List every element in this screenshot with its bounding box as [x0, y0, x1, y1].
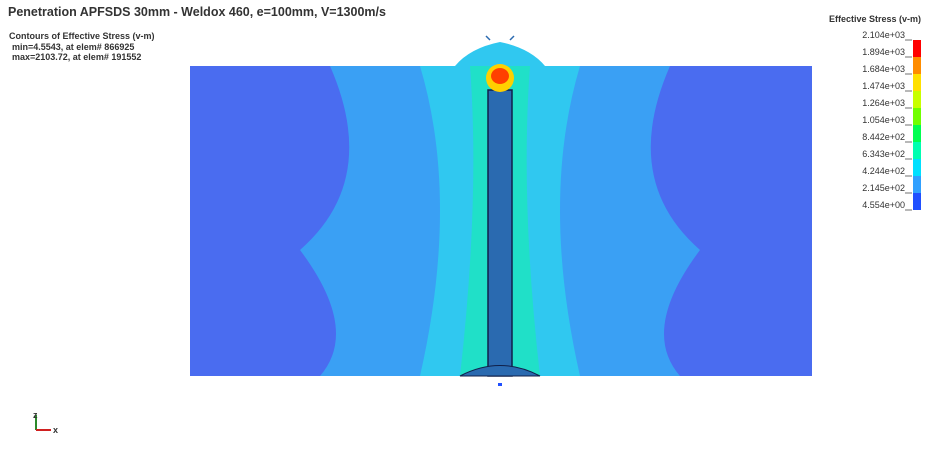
- legend: Effective Stress (v-m) 2.104e+03 1.894e+0…: [829, 14, 921, 211]
- legend-label: 1.264e+03: [862, 98, 905, 108]
- legend-swatch: [913, 159, 921, 176]
- legend-label: 2.145e+02: [862, 183, 905, 193]
- contour-min: min=4.5543, at elem# 866925: [12, 42, 134, 52]
- title: Penetration APFSDS 30mm - Weldox 460, e=…: [8, 5, 386, 19]
- legend-swatch: [913, 142, 921, 159]
- penetrator: [487, 89, 513, 377]
- legend-label: 1.684e+03: [862, 64, 905, 74]
- legend-label: 4.244e+02: [862, 166, 905, 176]
- legend-title: Effective Stress (v-m): [829, 14, 921, 24]
- legend-swatch: [913, 125, 921, 142]
- legend-label: 6.343e+02: [862, 149, 905, 159]
- tip-zone: [491, 68, 509, 84]
- fragments: [485, 35, 515, 41]
- legend-label: 4.554e+00: [862, 200, 905, 210]
- exit-crater: [459, 365, 541, 377]
- legend-label: 1.474e+03: [862, 81, 905, 91]
- legend-swatch: [913, 176, 921, 193]
- legend-swatch: [913, 193, 921, 210]
- bulge: [455, 42, 545, 66]
- legend-swatch: [913, 40, 921, 57]
- legend-swatch: [913, 74, 921, 91]
- axis-z-label: z: [33, 410, 38, 420]
- legend-label: 2.104e+03: [862, 30, 905, 40]
- legend-swatch: [913, 108, 921, 125]
- contour-heading: Contours of Effective Stress (v-m): [9, 31, 155, 41]
- legend-label: 8.442e+02: [862, 132, 905, 142]
- model: [190, 35, 812, 386]
- legend-label: 1.894e+03: [862, 47, 905, 57]
- legend-label: 1.054e+03: [862, 115, 905, 125]
- contour-max: max=2103.72, at elem# 191552: [12, 52, 141, 62]
- legend-swatch: [913, 91, 921, 108]
- axis-triad: z x: [33, 410, 58, 435]
- axis-x-label: x: [53, 425, 58, 435]
- fragment: [498, 383, 502, 386]
- legend-swatch: [913, 57, 921, 74]
